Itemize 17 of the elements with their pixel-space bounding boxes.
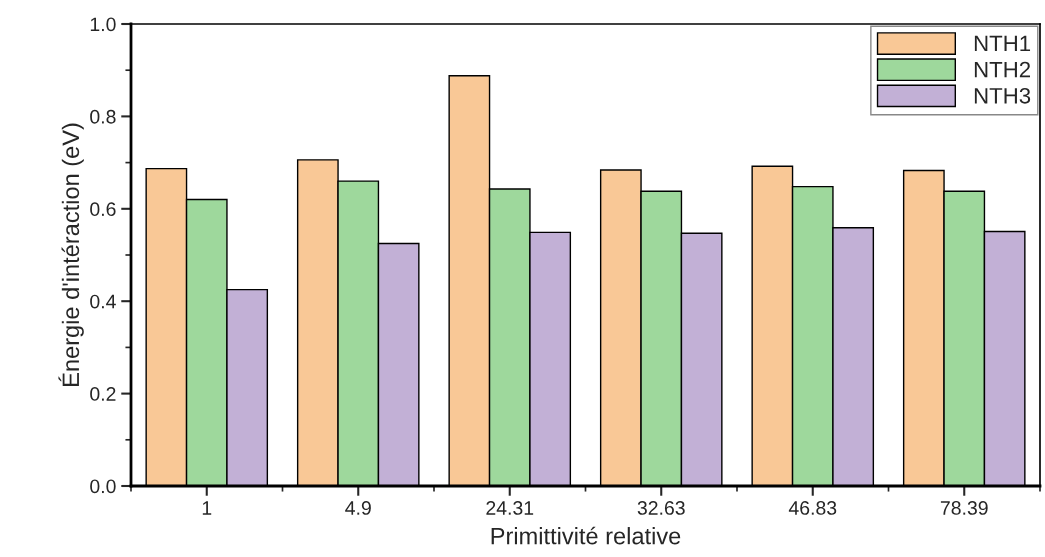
legend-label: NTH3 xyxy=(974,87,1031,104)
x-tick-label: 24.31 xyxy=(486,501,534,515)
y-tick-label: 0.2 xyxy=(90,387,116,401)
y-tick-label: 1.0 xyxy=(90,17,116,32)
y-tick-label: 0.6 xyxy=(90,202,116,217)
x-axis-title: Primittivité relative xyxy=(491,526,681,545)
legend-label: NTH2 xyxy=(974,61,1030,78)
y-axis-title: Énergie d'intéraction (eV) xyxy=(58,123,84,386)
x-tick-label: 1 xyxy=(202,501,212,515)
x-tick-label: 4.9 xyxy=(345,501,371,515)
x-tick-label: 46.83 xyxy=(788,501,837,515)
x-tick-label: 32.63 xyxy=(637,501,685,515)
y-tick-label: 0.8 xyxy=(90,109,116,124)
y-tick-label: 0.0 xyxy=(90,479,116,494)
y-tick-label: 0.4 xyxy=(90,294,116,309)
x-tick-label: 78.39 xyxy=(940,501,988,515)
legend-label: NTH1 xyxy=(974,35,1031,52)
